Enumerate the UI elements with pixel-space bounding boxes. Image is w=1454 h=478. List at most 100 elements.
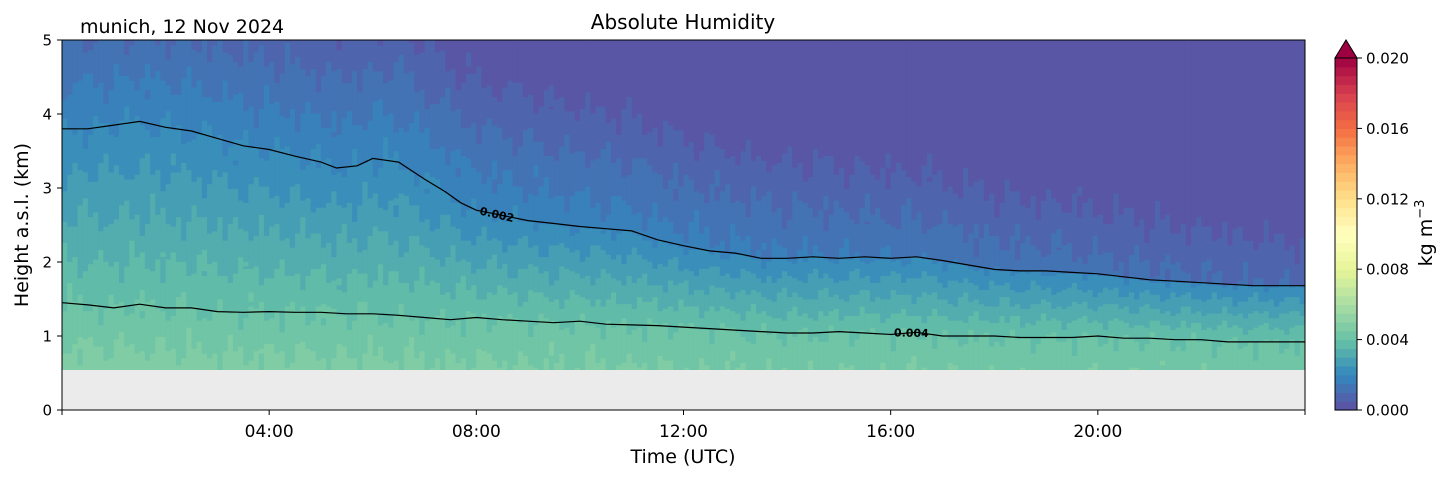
- humidity-cell: [1222, 40, 1229, 222]
- humidity-cell: [403, 169, 410, 196]
- humidity-cell: [82, 148, 89, 173]
- humidity-cell: [124, 40, 131, 55]
- humidity-cell: [559, 145, 566, 196]
- humidity-cell: [616, 157, 623, 196]
- humidity-cell: [465, 127, 472, 159]
- humidity-cell: [719, 148, 726, 192]
- humidity-cell: [103, 261, 110, 309]
- humidity-cell: [1056, 341, 1063, 370]
- humidity-cell: [1061, 289, 1068, 309]
- humidity-cell: [776, 162, 783, 208]
- humidity-cell: [310, 268, 317, 321]
- humidity-cell: [362, 249, 369, 274]
- humidity-cell: [1268, 329, 1275, 342]
- humidity-cell: [124, 54, 131, 76]
- humidity-cell: [538, 223, 545, 258]
- humidity-cell: [543, 256, 550, 272]
- humidity-cell: [699, 357, 705, 370]
- humidity-cell: [1134, 312, 1140, 326]
- humidity-cell: [802, 326, 809, 370]
- humidity-cell: [1159, 359, 1166, 366]
- humidity-cell: [844, 258, 850, 281]
- humidity-cell: [890, 225, 897, 260]
- humidity-cell: [693, 289, 700, 307]
- humidity-cell: [1082, 279, 1089, 293]
- humidity-cell: [1227, 326, 1234, 340]
- humidity-cell: [1159, 261, 1166, 281]
- contour-line: [62, 302, 1305, 343]
- humidity-cell: [512, 204, 519, 246]
- humidity-cell: [139, 77, 146, 126]
- humidity-cell: [1020, 204, 1027, 243]
- humidity-cell: [1273, 317, 1280, 328]
- humidity-cell: [688, 305, 695, 323]
- humidity-cell: [595, 105, 602, 159]
- humidity-cell: [921, 338, 928, 368]
- humidity-cell: [507, 312, 514, 370]
- humidity-cell: [926, 176, 933, 182]
- humidity-cell: [1248, 239, 1254, 286]
- humidity-cell: [1196, 282, 1203, 286]
- humidity-cell: [1061, 329, 1068, 342]
- humidity-cell: [781, 152, 788, 229]
- humidity-cell: [269, 225, 276, 279]
- humidity-cell: [279, 148, 286, 208]
- colorbar-band: [1335, 225, 1357, 235]
- humidity-cell: [429, 148, 436, 178]
- humidity-cell: [1040, 336, 1047, 370]
- humidity-cell: [445, 70, 452, 88]
- humidity-cell: [346, 329, 353, 359]
- humidity-cell: [662, 188, 669, 218]
- humidity-cell: [838, 258, 845, 281]
- humidity-cell: [885, 258, 892, 276]
- humidity-cell: [849, 258, 856, 272]
- humidity-cell: [952, 258, 959, 265]
- humidity-cell: [595, 244, 602, 279]
- humidity-cell: [952, 192, 959, 227]
- humidity-cell: [761, 282, 768, 298]
- humidity-cell: [807, 341, 814, 361]
- humidity-cell: [926, 228, 933, 260]
- humidity-cell: [616, 134, 623, 159]
- humidity-cell: [1123, 305, 1130, 323]
- humidity-cell: [569, 270, 576, 291]
- humidity-cell: [170, 348, 177, 370]
- humidity-cell: [471, 312, 478, 368]
- humidity-cell: [642, 239, 648, 260]
- humidity-cell: [1025, 289, 1032, 309]
- humidity-cell: [367, 334, 374, 370]
- humidity-cell: [812, 268, 819, 300]
- humidity-cell: [455, 261, 462, 283]
- humidity-cell: [455, 148, 462, 168]
- humidity-cell: [253, 176, 260, 236]
- humidity-cell: [144, 268, 151, 302]
- humidity-cell: [1066, 211, 1073, 243]
- humidity-cell: [222, 239, 229, 276]
- humidity-cell: [683, 268, 690, 281]
- humidity-cell: [419, 244, 426, 267]
- humidity-cell: [1294, 40, 1301, 265]
- humidity-cell: [673, 199, 680, 234]
- humidity-cell: [217, 176, 224, 218]
- x-tick-label: 20:00: [1073, 422, 1122, 442]
- humidity-cell: [730, 223, 736, 255]
- humidity-cell: [1273, 286, 1280, 307]
- humidity-cell: [906, 294, 913, 316]
- humidity-cell: [486, 211, 493, 241]
- humidity-cell: [455, 362, 462, 370]
- humidity-cell: [745, 256, 752, 272]
- humidity-cell: [610, 239, 617, 260]
- humidity-cell: [1123, 284, 1130, 298]
- humidity-cell: [631, 232, 638, 248]
- humidity-cell: [833, 308, 840, 333]
- humidity-cell: [1227, 296, 1234, 314]
- humidity-cell: [238, 256, 244, 331]
- humidity-cell: [662, 216, 669, 243]
- humidity-cell: [284, 366, 291, 370]
- humidity-cell: [1144, 326, 1151, 345]
- humidity-cell: [227, 145, 234, 189]
- humidity-cell: [730, 310, 736, 328]
- humidity-cell: [564, 134, 571, 213]
- humidity-cell: [367, 286, 374, 314]
- humidity-cell: [243, 110, 250, 131]
